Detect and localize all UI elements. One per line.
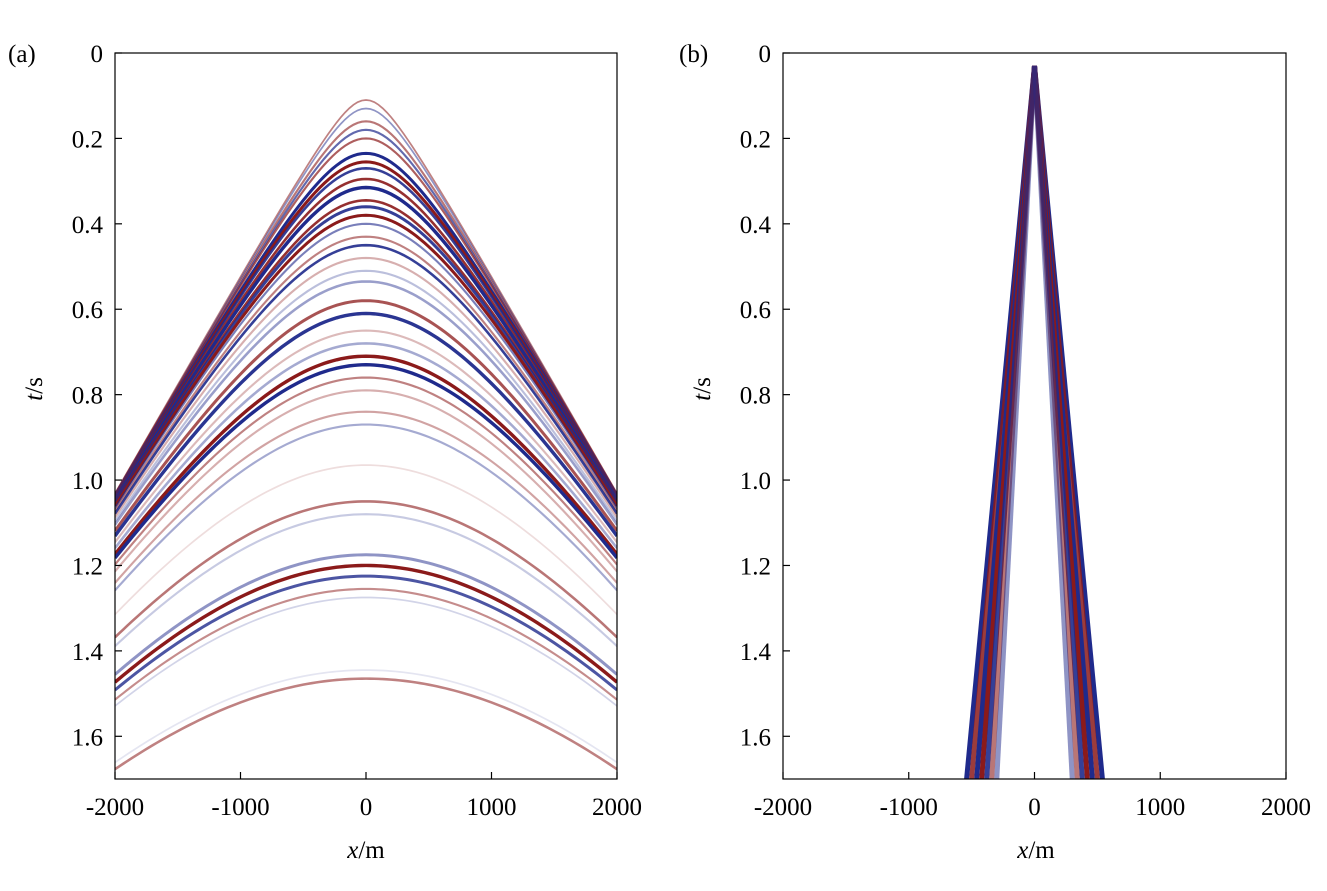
panel-b-label: (b) xyxy=(679,41,708,68)
y-tick-label: 0 xyxy=(759,41,772,68)
x-tick-label: 2000 xyxy=(1261,794,1311,821)
x-tick-label: -1000 xyxy=(880,794,938,821)
reflection-event-27 xyxy=(115,410,617,584)
panel-b-ylabel-var: t xyxy=(689,393,716,401)
panel-a-ylabel-var: t xyxy=(21,393,48,401)
panel-a-ylabel: t/s xyxy=(21,377,48,401)
y-tick-label: 0.8 xyxy=(72,383,103,410)
y-tick-label: 1.4 xyxy=(72,639,104,666)
y-tick-label: 1.0 xyxy=(72,468,103,495)
reflection-event-28 xyxy=(115,423,617,592)
reflection-event-25 xyxy=(115,376,617,566)
reflection-event-17 xyxy=(115,269,617,522)
reflection-event-33 xyxy=(115,563,617,684)
reflection-event-6 xyxy=(115,160,617,498)
panel-b-xlabel-var: x xyxy=(1016,837,1028,864)
reflection-event-12 xyxy=(115,213,617,507)
reflection-event-34 xyxy=(115,574,617,692)
reflection-event-19 xyxy=(115,299,617,532)
reflection-event-8 xyxy=(115,177,617,500)
reflection-event-16 xyxy=(115,256,617,518)
panel-a-xlabel-unit: /m xyxy=(358,837,385,864)
reflection-event-20 xyxy=(115,311,617,538)
reflection-event-15 xyxy=(115,243,617,515)
panel-a-xlabel: x/m xyxy=(346,837,385,864)
panel-b-xlabel: x/m xyxy=(1016,837,1055,864)
y-tick-label: 1.2 xyxy=(72,553,103,580)
reflection-event-18 xyxy=(115,280,617,526)
reflection-event-26 xyxy=(115,389,617,573)
y-tick-label: 0.6 xyxy=(72,297,103,324)
y-tick-label: 0.4 xyxy=(72,212,104,239)
panel-a-label: (a) xyxy=(8,41,36,68)
reflection-event-38 xyxy=(115,669,617,764)
panel-b-ylabel-unit: /s xyxy=(689,377,716,394)
reflection-event-35 xyxy=(115,587,617,701)
panel-a: (a) -2000 -1000 0 1000 2000 0 0.2 0.4 0.6 0.8 1.0 1… xyxy=(8,41,642,864)
panel-a-ylabel-unit: /s xyxy=(21,377,48,394)
reflection-event-36 xyxy=(115,596,617,707)
panel-a-plot-area xyxy=(115,99,617,771)
reflection-event-29 xyxy=(115,464,617,616)
y-tick-label: 1.4 xyxy=(740,639,772,666)
panel-b-ylabel: t/s xyxy=(689,377,716,401)
x-tick-label: 1000 xyxy=(467,794,517,821)
panel-a-events xyxy=(115,99,617,771)
x-tick-label: 0 xyxy=(360,794,373,821)
wedge-6-right xyxy=(1032,65,1075,779)
reflection-event-31 xyxy=(115,513,617,647)
reflection-event-23 xyxy=(115,354,617,556)
panel-a-ticks: -2000 -1000 0 1000 2000 0 0.2 0.4 0.6 0.8 1.0 1.2 1.… xyxy=(72,41,642,821)
reflection-event-9 xyxy=(115,185,617,502)
y-tick-label: 0.4 xyxy=(740,212,772,239)
reflection-event-4 xyxy=(115,137,617,496)
x-tick-label: 0 xyxy=(1028,794,1041,821)
y-tick-label: 0 xyxy=(91,41,104,68)
reflection-event-5 xyxy=(115,151,617,497)
y-tick-label: 0.2 xyxy=(72,126,103,153)
y-tick-label: 0.6 xyxy=(740,297,771,324)
x-tick-label: -2000 xyxy=(86,794,144,821)
y-tick-label: 1.6 xyxy=(740,724,771,751)
reflection-event-14 xyxy=(115,235,617,512)
reflection-event-11 xyxy=(115,205,617,505)
panel-b: (b) -2000 -1000 0 1000 2000 0 0.2 0.4 0.6 0.8 1.0 1… xyxy=(679,41,1311,864)
wedge-6-left xyxy=(994,65,1037,779)
x-tick-label: -1000 xyxy=(211,794,269,821)
y-tick-label: 0.8 xyxy=(740,383,771,410)
reflection-event-0 xyxy=(115,99,617,494)
reflection-event-24 xyxy=(115,363,617,560)
panel-b-ticks: -2000 -1000 0 1000 2000 0 0.2 0.4 0.6 0.8 1.0 1.2 1.… xyxy=(740,41,1311,821)
y-tick-label: 1.0 xyxy=(740,468,771,495)
panel-b-frame xyxy=(782,52,1287,780)
y-tick-label: 1.6 xyxy=(72,724,103,751)
x-tick-label: 1000 xyxy=(1135,794,1185,821)
reflection-event-30 xyxy=(115,500,617,639)
reflection-event-22 xyxy=(115,342,617,549)
y-tick-label: 1.2 xyxy=(740,553,771,580)
reflection-event-21 xyxy=(115,329,617,543)
reflection-event-13 xyxy=(115,222,617,509)
y-tick-label: 0.2 xyxy=(740,126,771,153)
panel-b-plot-area xyxy=(964,65,1105,779)
reflection-event-7 xyxy=(115,167,617,499)
panel-b-xlabel-unit: /m xyxy=(1028,837,1055,864)
x-tick-label: 2000 xyxy=(592,794,642,821)
reflection-event-32 xyxy=(115,553,617,676)
panel-b-events xyxy=(964,65,1105,779)
x-tick-label: -2000 xyxy=(754,794,812,821)
reflection-event-37 xyxy=(115,677,617,771)
panel-a-xlabel-var: x xyxy=(346,837,358,864)
